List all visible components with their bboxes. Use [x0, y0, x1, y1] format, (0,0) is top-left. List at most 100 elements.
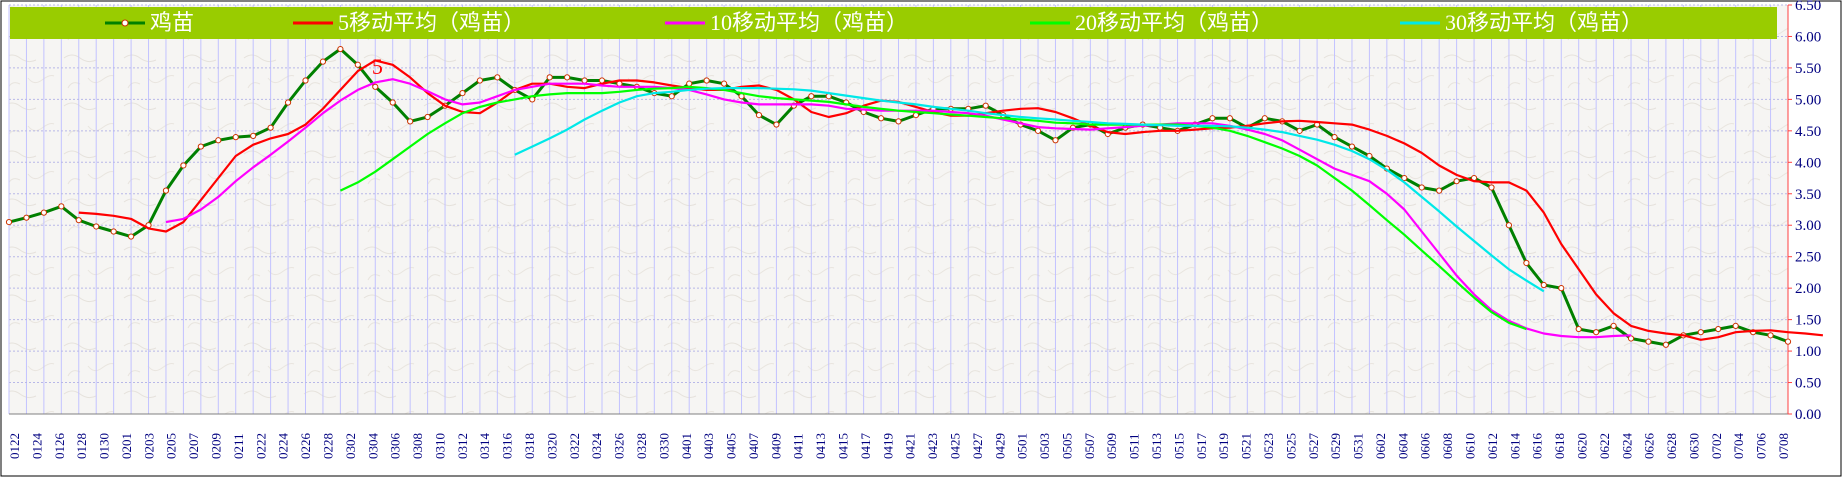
x-tick-label: 0513 — [1149, 433, 1164, 459]
data-point — [1034, 127, 1042, 134]
y-tick-label: 5.50 — [1795, 61, 1821, 77]
x-tick-label: 0507 — [1082, 433, 1097, 460]
x-tick-label: 0413 — [813, 433, 828, 459]
y-tick-label: 2.50 — [1795, 250, 1821, 266]
data-point — [1575, 325, 1582, 333]
x-tick-label: 0124 — [29, 433, 44, 460]
data-point — [1052, 137, 1059, 144]
x-tick-label: 0314 — [477, 433, 492, 460]
x-tick-label: 0501 — [1015, 433, 1030, 459]
x-axis-ticks: 0122 0124 0126 0128 0130 0201 0203 0205 0207 0209… — [7, 433, 1791, 460]
data-point — [1331, 134, 1338, 141]
data-point — [476, 77, 484, 84]
x-tick-label: 0308 — [410, 433, 425, 459]
legend-label: 5移动平均（鸡苗） — [338, 10, 525, 35]
data-point — [1418, 184, 1425, 191]
legend-label: 鸡苗 — [150, 10, 194, 35]
data-point — [912, 112, 920, 119]
x-tick-label: 0511 — [1127, 433, 1142, 459]
x-tick-label: 0306 — [388, 433, 403, 460]
x-tick-label: 0614 — [1507, 433, 1522, 460]
chart-annotation: 5 — [372, 54, 383, 79]
y-tick-label: 0.50 — [1795, 376, 1821, 392]
data-point — [1558, 285, 1565, 292]
x-tick-label: 0222 — [253, 433, 268, 459]
x-tick-label: 0201 — [119, 433, 134, 459]
data-point — [162, 187, 170, 194]
data-point — [284, 99, 292, 106]
x-tick-label: 0409 — [768, 433, 783, 459]
x-tick-label: 0411 — [791, 433, 806, 459]
x-tick-label: 0130 — [97, 433, 112, 459]
data-point — [180, 162, 187, 169]
x-tick-label: 0604 — [1395, 433, 1410, 460]
x-tick-label: 0529 — [1328, 433, 1343, 459]
x-tick-label: 0401 — [679, 433, 694, 459]
x-tick-label: 0610 — [1463, 433, 1478, 459]
x-tick-label: 0209 — [209, 433, 224, 459]
y-tick-label: 3.00 — [1795, 218, 1821, 234]
x-tick-label: 0405 — [724, 433, 739, 459]
x-tick-label: 0126 — [52, 433, 67, 460]
data-point — [389, 99, 396, 106]
x-tick-label: 0620 — [1574, 433, 1589, 459]
x-tick-label: 0427 — [970, 433, 985, 460]
data-point — [1540, 281, 1547, 289]
data-point — [1645, 338, 1652, 345]
annotation-layer: 5 — [372, 54, 383, 79]
y-tick-label: 1.50 — [1795, 313, 1821, 329]
data-point — [564, 74, 571, 81]
data-point — [1732, 322, 1739, 330]
data-point — [1715, 325, 1722, 333]
data-point — [773, 121, 780, 128]
x-tick-label: 0318 — [522, 433, 537, 459]
y-tick-label: 6.50 — [1795, 0, 1821, 14]
x-tick-label: 0503 — [1037, 433, 1052, 459]
y-tick-label: 4.00 — [1795, 155, 1821, 171]
x-tick-label: 0624 — [1619, 433, 1634, 460]
data-point — [1593, 329, 1600, 336]
x-tick-label: 0312 — [455, 433, 470, 459]
data-point — [5, 218, 13, 226]
data-point — [1610, 322, 1617, 330]
data-point — [1523, 259, 1530, 267]
x-tick-label: 0128 — [74, 433, 89, 459]
y-tick-label: 3.50 — [1795, 187, 1821, 203]
x-tick-label: 0630 — [1686, 433, 1701, 459]
x-tick-label: 0429 — [992, 433, 1007, 459]
x-tick-label: 0626 — [1642, 433, 1657, 460]
x-tick-label: 0228 — [320, 433, 335, 459]
x-tick-label: 0322 — [567, 433, 582, 459]
x-tick-label: 0302 — [343, 433, 358, 459]
x-tick-label: 0515 — [1171, 433, 1186, 459]
data-point — [1505, 222, 1513, 229]
x-tick-label: 0403 — [701, 433, 716, 459]
data-point — [1767, 332, 1774, 339]
data-point — [808, 93, 815, 100]
data-point — [232, 134, 239, 141]
x-tick-label: 0226 — [298, 433, 313, 460]
data-point — [1662, 341, 1670, 348]
data-point — [267, 124, 274, 131]
x-tick-label: 0211 — [231, 433, 246, 459]
y-tick-label: 0.00 — [1795, 407, 1821, 423]
data-point — [1488, 184, 1495, 191]
data-point — [407, 118, 414, 125]
x-tick-label: 0702 — [1709, 433, 1724, 459]
x-tick-label: 0205 — [164, 433, 179, 459]
data-point — [1697, 329, 1704, 336]
data-point — [337, 45, 344, 53]
y-tick-label: 2.00 — [1795, 281, 1821, 297]
series-layer — [5, 45, 1824, 348]
x-tick-label: 0320 — [544, 433, 559, 459]
x-tick-label: 0407 — [746, 433, 761, 460]
x-tick-label: 0618 — [1552, 433, 1567, 459]
data-point — [127, 233, 135, 240]
data-point — [372, 83, 379, 90]
x-tick-label: 0523 — [1261, 433, 1276, 459]
legend-label: 10移动平均（鸡苗） — [710, 10, 908, 35]
data-point — [424, 113, 431, 121]
data-point — [23, 214, 30, 221]
data-point — [877, 115, 885, 122]
